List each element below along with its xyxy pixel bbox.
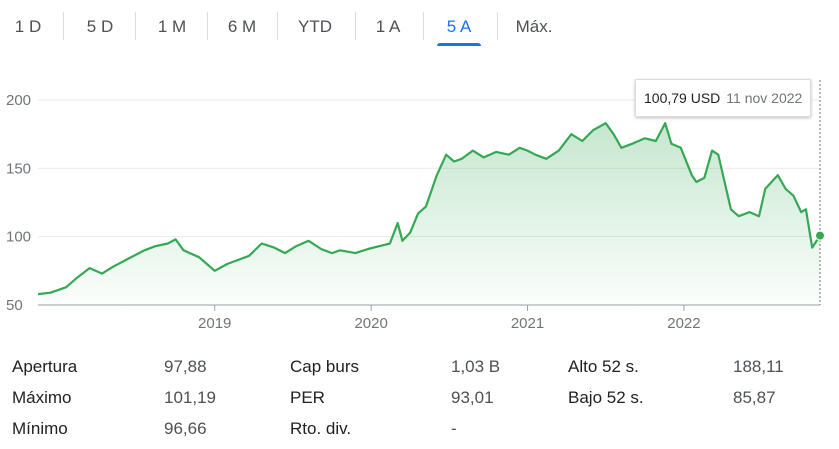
y-tick-label: 100 <box>6 229 31 246</box>
stat-label-open: Apertura <box>12 357 78 376</box>
stat-value-52w-high: 188,11 <box>733 357 784 376</box>
stat-value-open: 97,88 <box>164 357 207 376</box>
stat-value-div-yield: - <box>451 419 457 438</box>
tab-5d[interactable]: 5 D <box>78 12 122 42</box>
tab-divider <box>207 12 208 40</box>
stat-label-low: Mínimo <box>12 419 68 438</box>
y-tick-label: 200 <box>6 92 31 109</box>
chart-area <box>38 123 820 305</box>
stat-value-low: 96,66 <box>164 419 207 438</box>
stat-label-52w-high: Alto 52 s. <box>568 357 639 376</box>
tab-label: 1 D <box>14 17 42 36</box>
price-chart[interactable]: 50 100 150 200 2019 2020 2021 2022 <box>0 70 839 345</box>
tab-5a[interactable]: 5 A <box>437 12 481 46</box>
stat-value-52w-low: 85,87 <box>733 388 776 407</box>
tab-label: Máx. <box>515 17 553 36</box>
tab-label: YTD <box>298 17 332 36</box>
range-tabs: 1 D 5 D 1 M 6 M YTD 1 A 5 A Máx. <box>0 0 839 50</box>
tab-label: 1 A <box>375 17 401 36</box>
y-tick-label: 150 <box>6 160 31 177</box>
stat-label-mktcap: Cap burs <box>290 357 359 376</box>
tab-divider <box>63 12 64 40</box>
tab-ytd[interactable]: YTD <box>290 12 340 42</box>
stat-label-52w-low: Bajo 52 s. <box>568 388 644 407</box>
tab-6m[interactable]: 6 M <box>220 12 264 42</box>
tab-label: 6 M <box>227 17 257 36</box>
stat-value-mktcap: 1,03 B <box>451 357 501 376</box>
stat-label-div-yield: Rto. div. <box>290 419 352 438</box>
stat-label-high: Máximo <box>12 388 72 407</box>
tab-divider <box>497 12 498 40</box>
tab-label: 5 D <box>86 17 114 36</box>
tab-divider <box>135 12 136 40</box>
area-fill <box>38 123 820 305</box>
tab-1a[interactable]: 1 A <box>366 12 410 42</box>
x-tick-label: 2022 <box>667 315 700 332</box>
y-tick-label: 50 <box>6 297 23 314</box>
tab-1d[interactable]: 1 D <box>6 12 50 42</box>
price-tooltip: 100,79 USD 11 nov 2022 <box>635 79 812 117</box>
hover-point <box>815 230 825 241</box>
stat-label-pe: PER <box>290 388 325 407</box>
price-line <box>37 122 821 296</box>
tab-divider <box>277 12 278 40</box>
chart-line <box>37 122 821 296</box>
tooltip-date: 11 nov 2022 <box>726 90 803 106</box>
tab-divider <box>355 12 356 40</box>
x-tick-label: 2020 <box>354 315 387 332</box>
tooltip-price: 100,79 USD <box>644 90 721 106</box>
tab-divider <box>423 12 424 40</box>
stat-value-high: 101,19 <box>164 388 216 407</box>
tab-max[interactable]: Máx. <box>510 12 558 42</box>
x-tick-label: 2021 <box>511 315 544 332</box>
chart-axis: 50 100 150 200 2019 2020 2021 2022 <box>6 80 825 332</box>
stat-value-pe: 93,01 <box>451 388 494 407</box>
tab-label: 5 A <box>446 17 472 36</box>
tab-label: 1 M <box>157 17 187 36</box>
active-tab-indicator <box>437 43 481 46</box>
tab-1m[interactable]: 1 M <box>150 12 194 42</box>
x-tick-label: 2019 <box>198 315 231 332</box>
